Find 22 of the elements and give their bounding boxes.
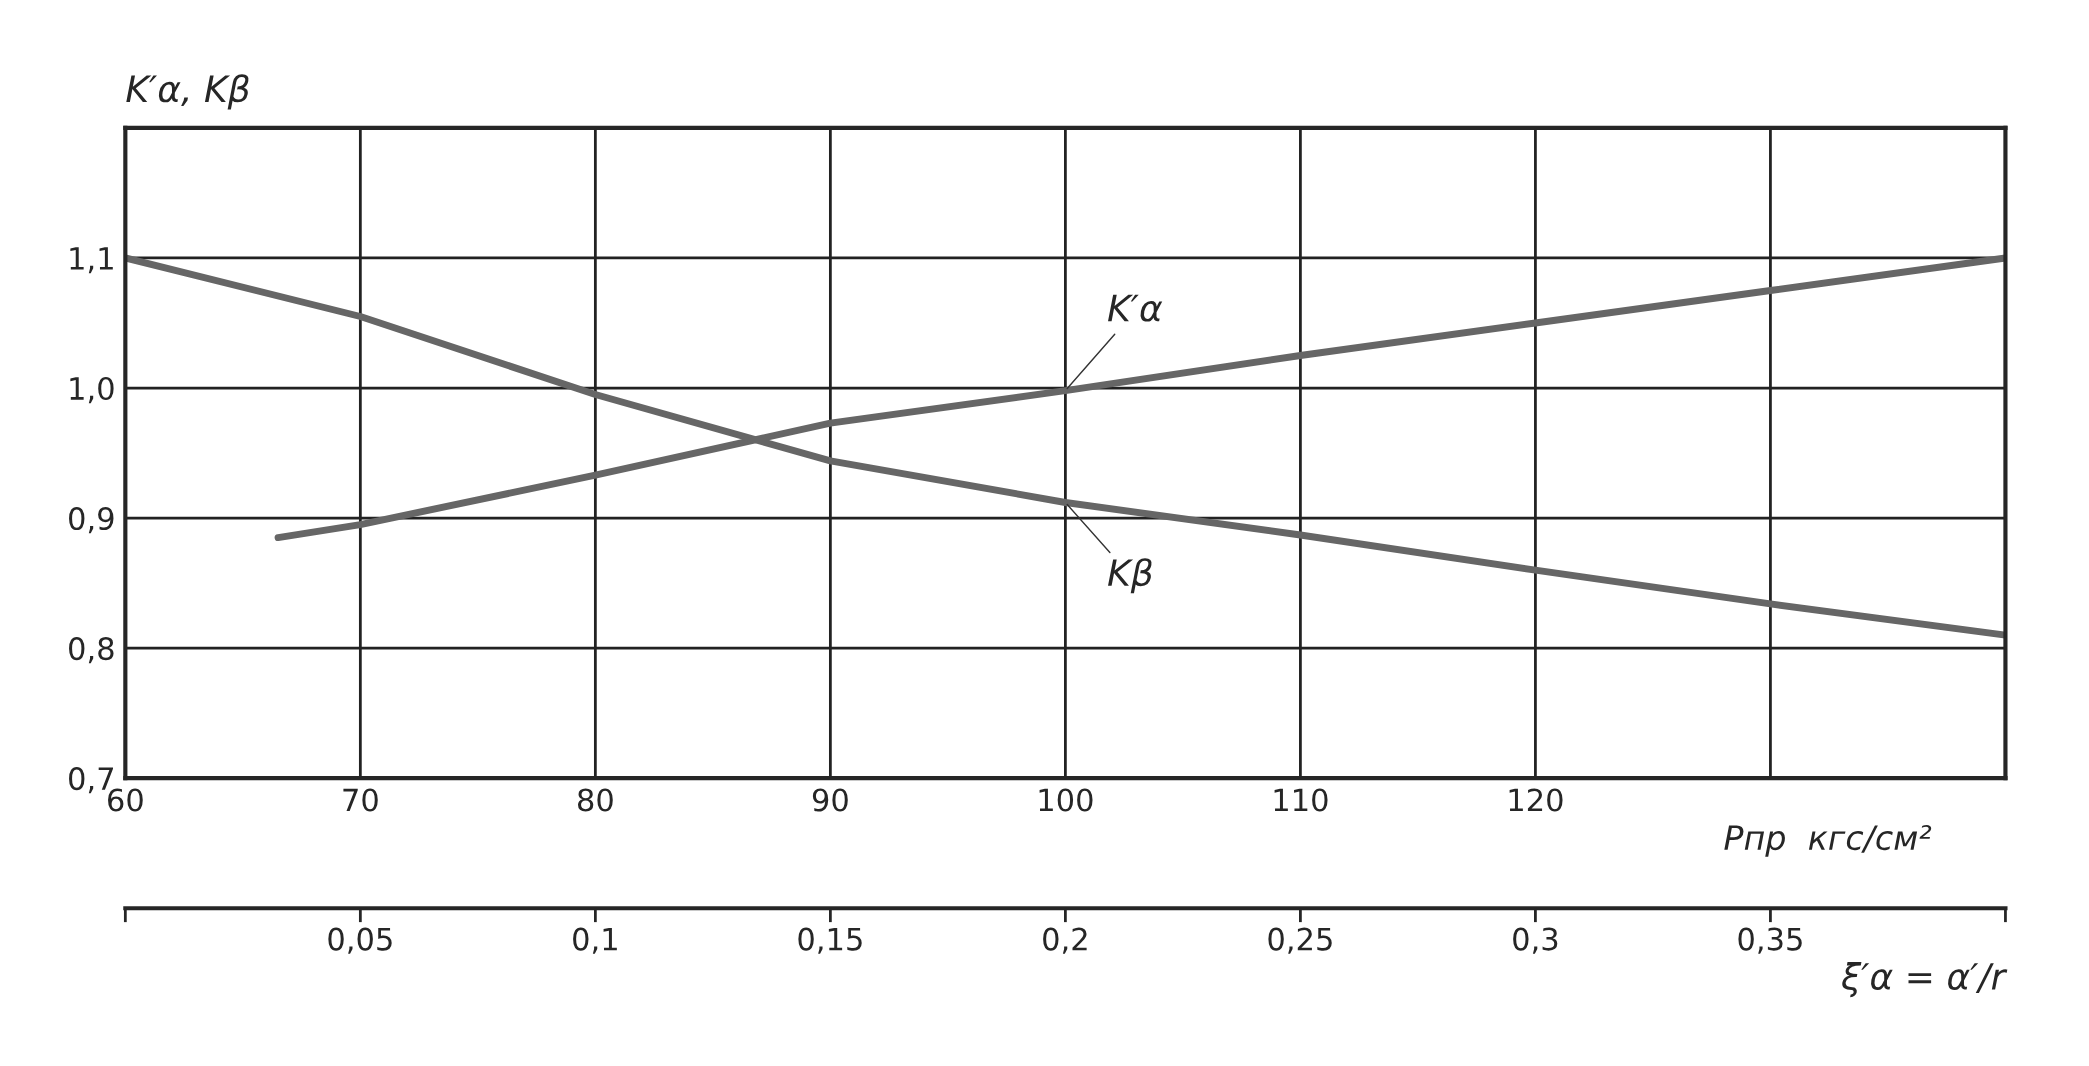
x-tick-label: 120	[1509, 788, 1563, 812]
y-axis-title: K′α, Kβ	[126, 74, 249, 110]
x2-tick-label: 0,35	[1738, 927, 1802, 954]
y-tick-label: 1,0	[70, 376, 114, 404]
x-tick-label: 90	[812, 788, 848, 812]
x-tick-label: 100	[1039, 788, 1093, 812]
y-tick-label: 0,8	[69, 637, 114, 664]
x-axis-title: Pпр кгс/см²	[1724, 824, 1932, 857]
series-label: K′α	[1108, 294, 1163, 322]
x2-tick-label: 0,05	[328, 927, 392, 954]
x2-tick-label: 0,2	[1043, 927, 1087, 954]
y-tick-label: 0,9	[69, 507, 114, 534]
x-tick-label: 110	[1274, 788, 1328, 812]
x2-axis-title: ξ′α = α′/r	[1842, 962, 2008, 998]
series-label: Kβ	[1108, 558, 1152, 594]
x2-tick-label: 0,3	[1513, 927, 1558, 954]
x2-tick-label: 0,25	[1268, 927, 1332, 954]
y-tick-label: 1,1	[70, 247, 113, 274]
x2-tick-label: 0,1	[573, 927, 617, 954]
x2-tick-label: 0,15	[798, 927, 862, 954]
x-tick-label: 70	[343, 788, 378, 812]
x-tick-label: 80	[578, 788, 613, 812]
